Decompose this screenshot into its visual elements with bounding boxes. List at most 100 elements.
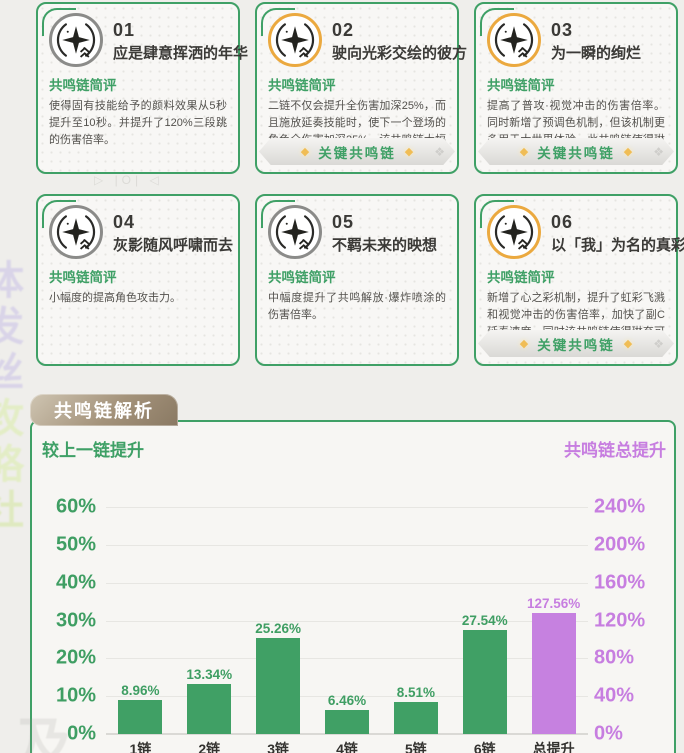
bar [393, 701, 438, 734]
diamond-icon: ◆ [519, 338, 529, 350]
chain-card-02: 02 驶向光彩交绘的彼方 共鸣链简评 二链不仅会提升全伤害加深25%，而且施放延… [255, 2, 467, 174]
diamond-icon: ◆ [404, 146, 414, 158]
bar-column: 127.56% [519, 596, 588, 734]
left-axis-tick: 60% [55, 495, 96, 518]
bar [256, 638, 301, 734]
bar-value-label: 27.54% [461, 612, 508, 628]
chain-card-04: 04 灰影随风呼啸而去 共鸣链简评 小幅度的提高角色攻击力。 [36, 194, 240, 366]
diamond-icon: ◆ [623, 146, 633, 158]
right-axis-tick: 0% [594, 722, 623, 745]
chain-card-01: 01 应是肆意挥洒的年华 共鸣链简评 使得固有技能给予的颜料效果从5秒提升至10… [36, 2, 248, 174]
bar-column: 25.26% [244, 621, 313, 734]
bar [325, 709, 369, 734]
bar-column: 8.96% [106, 683, 175, 734]
x-axis-label: 6链 [473, 741, 496, 753]
card-body-text: 使得固有技能给予的颜料效果从5秒提升至10秒。并提升了120%三段跳的伤害倍率。 [49, 100, 227, 147]
watermark-char: 社 [0, 489, 24, 533]
card-number: 06 [551, 211, 574, 232]
card-title: 应是肆意挥洒的年华 [113, 44, 249, 62]
bar-value-label: 127.56% [526, 596, 581, 612]
section-label: 共鸣链简评 [49, 270, 117, 285]
key-chain-banner: ◆ 关键共鸣链 ◆ ❖ [259, 138, 455, 165]
x-axis-label: 2链 [198, 741, 221, 753]
left-axis-tick: 10% [55, 684, 96, 707]
section-label: 共鸣链简评 [487, 270, 555, 285]
key-chain-banner: ◆ 关键共鸣链 ◆ ❖ [478, 138, 674, 165]
x-axis-label: 3链 [267, 741, 290, 753]
left-watermark: 体发丝攻略社 [0, 258, 24, 534]
bar-column: 6.46% [313, 693, 382, 734]
grid-line [106, 544, 588, 546]
resonance-emblem-icon [487, 205, 541, 259]
banner-ornament-icon: ❖ [653, 336, 664, 351]
left-axis-tick: 30% [55, 609, 96, 631]
chain-card-05: 05 不羁未来的映想 共鸣链简评 中幅度提升了共鸣解放·爆炸喷涂的伤害倍率。 [255, 194, 459, 366]
resonance-emblem-icon [268, 205, 322, 259]
bar-column: 8.51% [381, 685, 450, 734]
card-title: 为一瞬的绚烂 [551, 44, 642, 62]
card-title: 不羁未来的映想 [332, 236, 438, 254]
card-body-text: 小幅度的提高角色攻击力。 [49, 292, 181, 304]
resonance-emblem-icon [49, 13, 103, 67]
section-label: 共鸣链简评 [268, 78, 336, 93]
left-axis-tick: 20% [55, 646, 96, 669]
bar-value-label: 25.26% [255, 621, 302, 637]
watermark-char: 攻 [0, 397, 24, 441]
bar-column: 13.34% [175, 667, 244, 734]
grid-line [106, 733, 588, 735]
x-axis-label: 1链 [129, 741, 152, 753]
card-number: 02 [332, 19, 355, 40]
bar-value-label: 6.46% [327, 692, 367, 708]
grid-line [106, 658, 588, 660]
resonance-emblem-icon [487, 13, 541, 67]
key-banner-label: 关键共鸣链 [537, 145, 615, 161]
bar [118, 700, 163, 734]
card-title: 驶向光彩交绘的彼方 [332, 44, 468, 62]
bar [187, 683, 232, 734]
chain-card-06: 06 以「我」为名的真彩 共鸣链简评 新增了心之彩机制，提升了虹彩飞溅和视觉冲击… [474, 194, 684, 366]
banner-ornament-icon: ❖ [434, 144, 445, 159]
left-axis-tick: 0% [67, 722, 96, 745]
bar-chart-plot: 0% 0% 10% 40% 20% 80% 30% 120% 40% 160% 50% 200% 60%… [56, 496, 645, 745]
grid-line [106, 620, 588, 622]
watermark-char: 发 [0, 305, 24, 349]
card-header: 05 不羁未来的映想 [268, 205, 446, 259]
card-header: 01 应是肆意挥洒的年华 [49, 13, 248, 67]
tab-chain-analysis[interactable]: 共鸣链解析 [30, 394, 178, 426]
resonance-chain-cards: 01 应是肆意挥洒的年华 共鸣链简评 使得固有技能给予的颜料效果从5秒提升至10… [36, 2, 684, 366]
card-header: 06 以「我」为名的真彩 [487, 205, 684, 259]
right-axis-tick: 40% [594, 684, 635, 707]
right-axis-tick: 160% [594, 571, 646, 594]
key-chain-banner: ◆ 关键共鸣链 ◆ ❖ [478, 330, 674, 357]
grid-line [106, 696, 588, 698]
watermark-char: 略 [0, 443, 24, 487]
section-label: 共鸣链简评 [268, 270, 336, 285]
card-header: 03 为一瞬的绚烂 [487, 13, 665, 67]
right-axis-title: 共鸣链总提升 [564, 441, 666, 460]
card-number: 01 [113, 19, 136, 40]
bars-container: 8.96% 13.34% 25.26% 6.46% 8.51% 27.54% 127.56% [106, 507, 588, 734]
bar [531, 613, 576, 734]
card-number: 03 [551, 19, 574, 40]
chain-card-03: 03 为一瞬的绚烂 共鸣链简评 提高了普攻·视觉冲击的伤害倍率。同时新增了预调色… [474, 2, 678, 174]
diamond-icon: ◆ [519, 146, 529, 158]
key-banner-label: 关键共鸣链 [537, 337, 615, 353]
axis-titles: 较上一链提升 共鸣链总提升 [32, 422, 674, 461]
resonance-emblem-icon [268, 13, 322, 67]
right-axis-tick: 240% [594, 495, 646, 518]
grid-line [106, 507, 588, 508]
left-axis-tick: 40% [55, 571, 96, 594]
x-axis-label: 4链 [336, 741, 358, 753]
card-title: 以「我」为名的真彩 [551, 236, 684, 254]
diamond-icon: ◆ [300, 146, 310, 158]
watermark-char: 体 [0, 259, 24, 303]
right-axis-tick: 80% [594, 646, 635, 669]
card-number: 04 [113, 211, 136, 232]
card-body-text: 中幅度提升了共鸣解放·爆炸喷涂的伤害倍率。 [268, 292, 446, 322]
card-title: 灰影随风呼啸而去 [113, 236, 234, 254]
watermark-char: 丝 [0, 351, 24, 395]
bar-column: 27.54% [450, 613, 519, 734]
resonance-emblem-icon [49, 205, 103, 259]
section-label: 共鸣链简评 [487, 78, 555, 93]
